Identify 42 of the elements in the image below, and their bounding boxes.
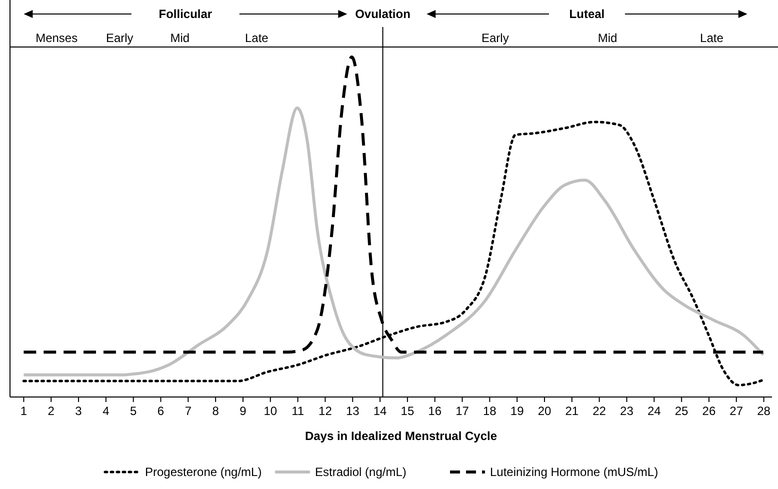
x-tick-label: 25 [674,404,689,418]
x-tick-label: 2 [48,404,55,418]
x-tick-label: 22 [592,404,606,418]
ref-line-label: Ovulation [355,7,410,21]
x-tick-label: 16 [428,404,442,418]
x-tick-label: 11 [292,404,304,418]
x-tick-label: 7 [184,404,192,418]
x-tick-label: 13 [346,404,360,418]
x-tick-label: 10 [264,404,278,418]
legend-label: Progesterone (ng/mL) [145,465,262,479]
text: Early [481,31,509,45]
legend-label: Estradiol (ng/mL) [315,465,406,479]
x-tick-label: 15 [400,404,414,418]
text: Early [106,31,134,45]
text: Late [245,31,269,45]
x-tick-label: 17 [456,404,470,418]
x-tick-label: 20 [538,404,552,418]
legend-label: Luteinizing Hormone (mUS/mL) [490,465,658,479]
x-tick-label: 9 [240,404,247,418]
text: Mid [170,31,190,45]
text: Luteal [569,7,605,21]
x-tick-label: 4 [102,404,110,418]
x-tick-label: 23 [620,404,634,418]
text: Late [700,31,724,45]
x-tick-label: 21 [565,404,579,418]
x-tick-label: 1 [20,404,28,418]
text: Mid [598,31,618,45]
x-tick-label: 8 [212,404,220,418]
x-axis-title: Days in Idealized Menstrual Cycle [304,429,498,443]
x-tick-label: 26 [702,404,716,418]
text: Follicular [158,7,212,21]
x-tick-label: 12 [318,404,332,418]
x-tick-label: 28 [757,404,771,418]
x-tick-label: 3 [75,404,82,418]
x-tick-label: 5 [130,404,137,418]
x-tick-label: 6 [157,404,164,418]
text: Menses [36,31,78,45]
x-tick-label: 27 [730,404,744,418]
x-tick-label: 19 [510,404,524,418]
x-tick-label: 24 [647,404,662,418]
x-tick-label: 14 [373,404,388,418]
x-tick-label: 18 [482,404,497,418]
